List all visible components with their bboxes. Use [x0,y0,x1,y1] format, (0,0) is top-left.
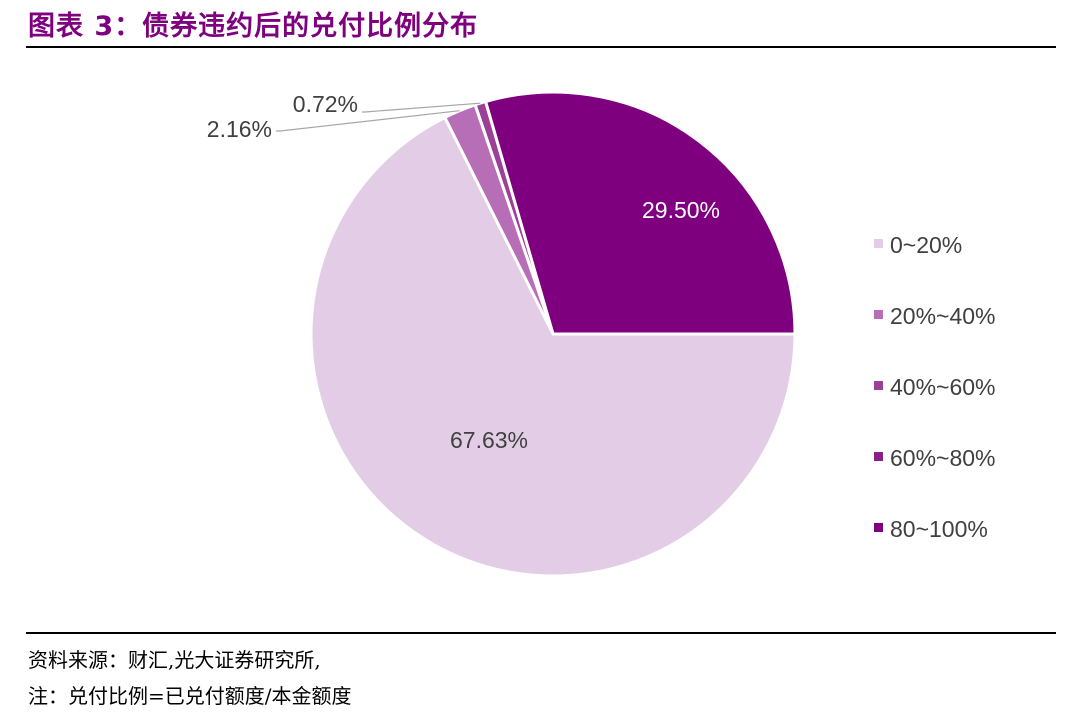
legend-label-2: 40%~60% [890,374,996,400]
legend-label-4: 80~100% [890,516,988,542]
legend-swatch-4 [874,523,883,532]
leader-line-1 [276,110,460,132]
leader-line-2 [362,102,481,113]
legend-swatch-3 [874,452,883,461]
data-label-2: 0.72% [293,91,358,117]
pie-slice-4 [483,90,797,336]
data-label-0: 67.63% [450,427,528,453]
legend-swatch-2 [874,381,883,390]
formula-note: 注：兑付比例=已兑付额度/本金额度 [28,684,352,708]
legend-swatch-1 [874,310,883,319]
footer-divider [26,632,1056,634]
data-label-1: 2.16% [207,116,272,142]
legend-swatch-0 [874,239,883,248]
legend-label-3: 60%~80% [890,445,996,471]
source-note: 资料来源：财汇,光大证券研究所, [28,648,321,672]
chart-title: 图表 3：债券违约后的兑付比例分布 [28,11,479,42]
legend-label-0: 0~20% [890,232,962,258]
pie-slice-0 [309,115,797,578]
title-divider [26,46,1056,48]
data-label-4: 29.50% [642,197,720,223]
legend-label-1: 20%~40% [890,303,996,329]
